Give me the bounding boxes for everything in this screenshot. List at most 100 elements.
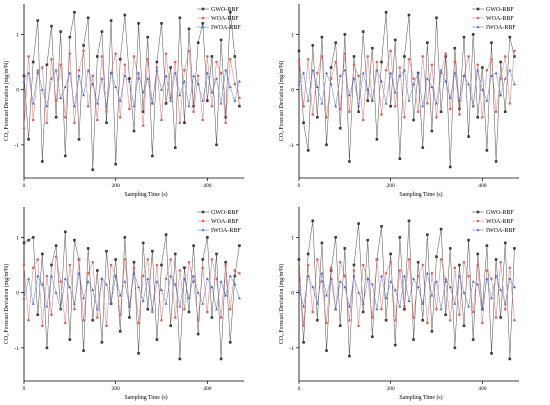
- data-point: [499, 288, 503, 291]
- legend-label: IWOA-RBF: [486, 228, 516, 234]
- x-tick-label: 0: [298, 386, 301, 392]
- data-point: [237, 79, 241, 83]
- data-point: [96, 269, 99, 272]
- data-point: [389, 49, 392, 53]
- data-point: [453, 346, 457, 350]
- data-point: [187, 310, 191, 314]
- data-point: [91, 288, 95, 291]
- data-point: [146, 76, 150, 80]
- data-point: [164, 52, 168, 56]
- data-point: [499, 60, 502, 64]
- legend-label: IWOA-RBF: [486, 25, 516, 31]
- data-point: [421, 263, 425, 267]
- data-point: [462, 260, 466, 264]
- data-point: [146, 258, 150, 261]
- data-point: [494, 274, 498, 278]
- data-point: [361, 310, 365, 314]
- data-point: [457, 274, 461, 278]
- series-woa-rbf: [22, 255, 241, 328]
- series-woa-rbf: [22, 49, 241, 130]
- data-point: [105, 121, 108, 125]
- data-point: [237, 296, 241, 300]
- x-tick-label: 0: [23, 386, 26, 392]
- data-point: [371, 46, 374, 50]
- data-point: [123, 63, 127, 67]
- data-point: [141, 90, 145, 94]
- series-line: [23, 256, 240, 326]
- data-point: [393, 90, 397, 94]
- data-point: [68, 285, 72, 289]
- data-point: [325, 321, 328, 325]
- data-point: [228, 85, 232, 88]
- data-point: [384, 296, 388, 300]
- data-point: [192, 274, 196, 278]
- data-point: [27, 318, 30, 322]
- series-line: [298, 220, 515, 359]
- data-point: [206, 236, 209, 239]
- data-point: [151, 249, 154, 253]
- data-point: [490, 277, 493, 281]
- data-point: [192, 280, 195, 283]
- data-point: [467, 274, 470, 278]
- data-point: [476, 282, 480, 286]
- y-tick-label: -1: [289, 143, 294, 149]
- data-point: [22, 241, 26, 245]
- data-point: [297, 288, 301, 291]
- data-point: [114, 85, 118, 88]
- data-point: [109, 71, 113, 75]
- data-point: [41, 66, 44, 69]
- series-line: [298, 259, 515, 326]
- x-axis-label: Sampling Time (s): [124, 191, 167, 198]
- data-point: [54, 68, 58, 72]
- data-point: [63, 321, 67, 325]
- data-point: [137, 71, 141, 75]
- data-point: [430, 271, 434, 275]
- data-point: [219, 316, 223, 319]
- data-point: [481, 66, 484, 69]
- data-point: [22, 296, 26, 300]
- legend-label: WOA-RBF: [486, 219, 514, 225]
- data-point: [224, 68, 228, 72]
- data-point: [485, 99, 489, 102]
- data-point: [63, 85, 67, 88]
- data-point: [485, 269, 489, 272]
- data-point: [187, 260, 191, 264]
- data-point: [150, 101, 154, 105]
- data-point: [306, 99, 310, 102]
- data-point: [311, 310, 315, 314]
- data-point: [448, 165, 452, 169]
- data-point: [155, 66, 159, 69]
- data-point: [50, 24, 53, 28]
- data-point: [338, 279, 342, 283]
- data-point: [36, 313, 40, 317]
- data-point: [490, 74, 493, 77]
- y-tick-label: 0: [16, 291, 19, 297]
- data-point: [50, 76, 53, 80]
- y-axis-label: CO₂ Forecast Deviation (mg/m³N): [3, 61, 10, 141]
- data-point: [416, 110, 420, 114]
- data-point: [178, 121, 182, 125]
- data-point: [462, 74, 466, 77]
- data-point: [316, 71, 319, 75]
- data-point: [31, 302, 35, 305]
- data-point: [59, 280, 62, 283]
- data-point: [416, 285, 420, 289]
- data-point: [224, 260, 227, 264]
- legend-swatch-marker: [476, 16, 480, 20]
- data-point: [196, 82, 200, 86]
- data-point: [458, 107, 461, 111]
- data-point: [59, 63, 62, 67]
- data-point: [210, 285, 214, 289]
- data-point: [380, 225, 383, 228]
- data-point: [41, 324, 44, 328]
- data-point: [54, 115, 58, 119]
- data-point: [512, 82, 516, 86]
- data-point: [503, 55, 507, 58]
- data-point: [95, 101, 99, 105]
- data-point: [228, 341, 232, 344]
- data-point: [100, 277, 104, 280]
- data-point: [320, 280, 324, 283]
- data-point: [412, 77, 415, 80]
- data-point: [407, 258, 411, 261]
- data-point: [27, 71, 31, 75]
